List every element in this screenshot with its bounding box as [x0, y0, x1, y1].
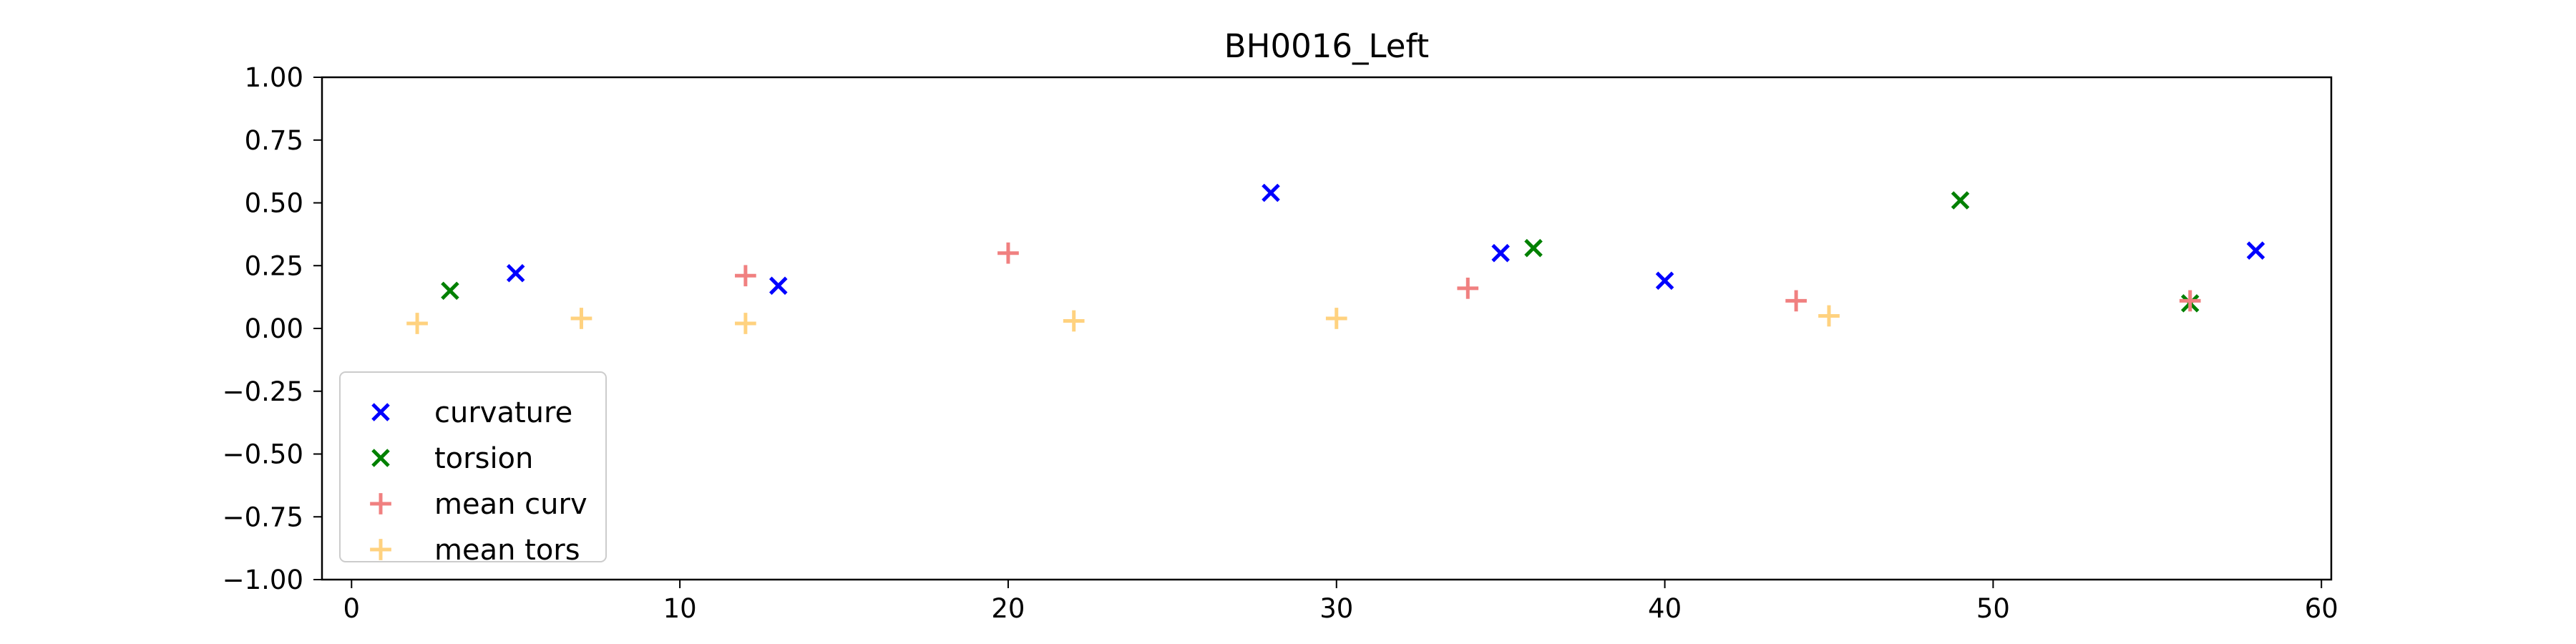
mean-tors-point: [1063, 310, 1085, 332]
y-tick-label: −0.50: [223, 439, 303, 470]
y-tick-label: 0.75: [245, 125, 303, 156]
x-tick-label: 60: [2305, 593, 2338, 624]
y-tick-label: 0.00: [245, 313, 303, 344]
mean-curv-point: [1457, 277, 1479, 299]
mean-tors-point: [406, 313, 428, 334]
legend-label-mean-curv: mean curv: [434, 488, 587, 521]
legend-marker-torsion: [371, 449, 390, 467]
data-points: [406, 183, 2265, 334]
curvature-point: [769, 276, 788, 296]
curvature-point: [1491, 243, 1510, 263]
y-tick-label: 0.25: [245, 250, 303, 281]
y-tick-label: 0.50: [245, 188, 303, 219]
legend-label-mean-tors: mean tors: [434, 534, 580, 567]
x-tick-label: 10: [663, 593, 697, 624]
legend-marker-mean-curv: [370, 493, 391, 514]
mean-curv-point: [735, 265, 756, 287]
mean-curv-point: [2179, 290, 2201, 312]
legend-label-torsion: torsion: [434, 442, 533, 475]
torsion-point: [1524, 238, 1543, 258]
x-tick-label: 20: [991, 593, 1025, 624]
x-tick-label: 0: [343, 593, 361, 624]
mean-tors-point: [570, 308, 592, 329]
legend-marker-curvature: [371, 403, 390, 421]
mean-tors-point: [735, 313, 756, 334]
curvature-point: [2246, 241, 2265, 260]
legend-label-curvature: curvature: [434, 396, 572, 429]
x-tick-label: 50: [1976, 593, 2010, 624]
y-tick-label: 1.00: [245, 62, 303, 93]
curvature-point: [1262, 183, 1280, 203]
legend-box: [339, 371, 607, 562]
x-tick-label: 40: [1648, 593, 1682, 624]
y-tick-label: −0.75: [223, 502, 303, 532]
chart-title: BH0016_Left: [1224, 27, 1429, 65]
y-tick-label: −0.25: [223, 376, 303, 407]
legend-marker-mean-tors: [370, 539, 391, 560]
curvature-point: [506, 264, 525, 283]
mean-curv-point: [1785, 290, 1807, 312]
x-tick-label: 30: [1319, 593, 1353, 624]
y-tick-label: −1.00: [223, 565, 303, 595]
mean-tors-point: [1325, 308, 1347, 329]
axis-ticks: 0 10 20 30 40 50 60 1.00 0.75 0.50 0.25 0.00 −0.25 −0…: [223, 62, 2338, 624]
curvature-point: [1655, 271, 1674, 291]
mean-curv-point: [997, 242, 1019, 264]
mean-tors-point: [1818, 305, 1840, 327]
legend: curvature torsion mean curv mean tors: [339, 371, 607, 567]
torsion-point: [441, 281, 459, 301]
torsion-point: [1951, 191, 1970, 210]
